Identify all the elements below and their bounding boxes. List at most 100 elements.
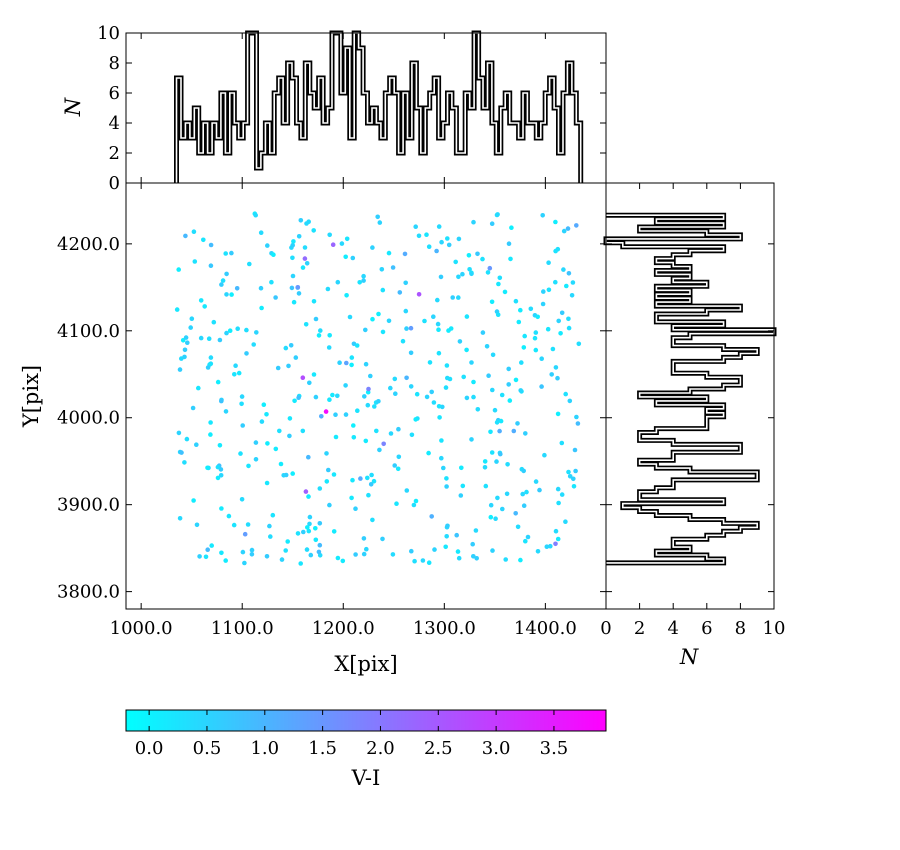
scatter-point (292, 398, 297, 404)
scatter-point (289, 285, 295, 291)
scatter-point (505, 462, 510, 467)
colorbar-tick-label: 2.5 (424, 738, 453, 759)
scatter-point (205, 547, 210, 552)
scatter-point (215, 475, 221, 481)
scatter-point (390, 552, 396, 557)
scatter-point (456, 555, 462, 561)
scatter-point (416, 233, 422, 239)
scatter-point (546, 287, 552, 293)
scatter-point (208, 263, 214, 269)
scatter-point (396, 426, 401, 432)
scatter-point (271, 252, 276, 257)
scatter-point (498, 451, 503, 457)
scatter-point (520, 491, 525, 497)
scatter-point (441, 465, 446, 471)
scatter-point (302, 245, 308, 250)
scatter-point (523, 538, 528, 544)
scatter-point (313, 394, 319, 400)
x-tick-label: 1300.0 (413, 618, 476, 639)
scatter-point (555, 246, 561, 252)
scatter-point (326, 467, 331, 473)
scatter-point (563, 519, 568, 524)
scatter-point (495, 495, 500, 501)
scatter-point (471, 219, 476, 225)
scatter-point (460, 271, 465, 277)
scatter-point (506, 382, 512, 387)
scatter-point (546, 260, 551, 266)
scatter-point (349, 355, 355, 360)
scatter-point (469, 437, 474, 442)
scatter-point (572, 447, 578, 453)
scatter-point (245, 522, 251, 527)
scatter-point (480, 256, 485, 262)
scatter-point (264, 412, 269, 417)
scatter-point (450, 295, 456, 300)
scatter-point (219, 282, 224, 287)
scatter-point (364, 546, 369, 552)
scatter-point (458, 493, 464, 498)
scatter-point (313, 537, 319, 543)
scatter-point (431, 400, 437, 405)
scatter-point (244, 351, 249, 356)
scatter-point (318, 328, 323, 333)
scatter-point (219, 398, 224, 404)
scatter-point (461, 374, 467, 380)
scatter-point (301, 529, 306, 535)
scatter-point (196, 385, 201, 391)
scatter-point (317, 542, 323, 548)
scatter-point (444, 476, 449, 481)
scatter-point (198, 335, 204, 341)
scatter-point (343, 383, 348, 388)
scatter-point (368, 373, 373, 379)
scatter-point (424, 394, 430, 400)
scatter-point (515, 421, 520, 426)
scatter-point (522, 333, 527, 339)
scatter-point (489, 221, 495, 226)
scatter-point (330, 242, 336, 247)
scatter-point (188, 325, 193, 330)
scatter-point (495, 212, 500, 217)
scatter-point (513, 511, 518, 516)
scatter-point (489, 299, 495, 305)
scatter-point (182, 347, 188, 353)
scatter-point (573, 468, 578, 474)
colorbar-label: V-I (351, 766, 381, 790)
scatter-point (376, 399, 381, 404)
scatter-point (496, 281, 501, 287)
scatter-point (295, 531, 301, 536)
scatter-point (286, 363, 291, 369)
scatter-point (220, 278, 226, 283)
scatter-point (298, 218, 304, 223)
scatter-point (539, 384, 544, 389)
scatter-point (426, 560, 432, 565)
scatter-point (202, 304, 207, 309)
top-histogram-y-tick-label: 8 (109, 53, 120, 74)
scatter-point (460, 483, 466, 489)
scatter-point (393, 391, 398, 397)
scatter-point (361, 551, 367, 557)
scatter-point (424, 232, 429, 237)
scatter-point (559, 492, 565, 497)
scatter-point (224, 271, 229, 277)
scatter-point (432, 547, 437, 552)
scatter-point (413, 417, 419, 422)
scatter-point (365, 475, 370, 481)
scatter-point (290, 273, 296, 279)
scatter-point (264, 480, 270, 486)
scatter-point (259, 419, 265, 424)
scatter-point (335, 555, 341, 561)
scatter-point (190, 405, 196, 411)
scatter-point (408, 384, 414, 389)
scatter-point (287, 416, 293, 421)
scatter-point (184, 436, 190, 442)
scatter-point (235, 326, 240, 332)
scatter-point (392, 376, 398, 382)
scatter-point (566, 325, 572, 331)
scatter-point (377, 447, 382, 453)
scatter-point (563, 391, 568, 397)
scatter-point (279, 557, 285, 562)
scatter-point (242, 560, 247, 566)
scatter-point (524, 489, 529, 495)
scatter-point (567, 398, 573, 404)
scatter-point (350, 255, 356, 261)
